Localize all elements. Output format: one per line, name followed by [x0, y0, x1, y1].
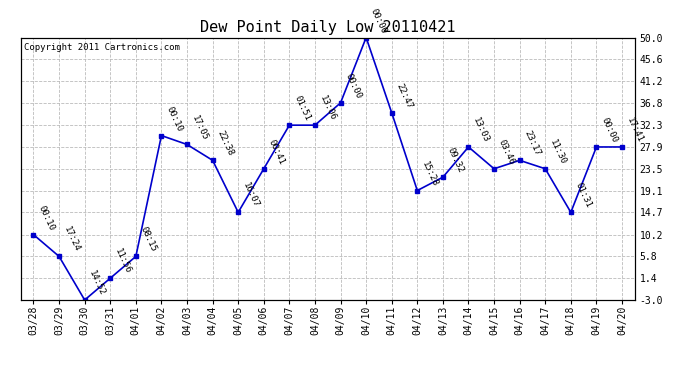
Text: 23:17: 23:17	[522, 129, 542, 158]
Text: 22:47: 22:47	[395, 82, 414, 110]
Text: 01:51: 01:51	[292, 94, 312, 122]
Text: 17:24: 17:24	[62, 225, 81, 254]
Text: 14:52: 14:52	[88, 269, 107, 297]
Title: Dew Point Daily Low 20110421: Dew Point Daily Low 20110421	[200, 20, 455, 35]
Text: 16:07: 16:07	[241, 182, 261, 210]
Text: 13:03: 13:03	[471, 116, 491, 144]
Text: 17:05: 17:05	[190, 114, 209, 142]
Text: 22:38: 22:38	[215, 129, 235, 158]
Text: 03:46: 03:46	[497, 138, 516, 166]
Text: Copyright 2011 Cartronics.com: Copyright 2011 Cartronics.com	[23, 43, 179, 52]
Text: 00:00: 00:00	[599, 116, 619, 144]
Text: 11:30: 11:30	[548, 138, 568, 166]
Text: 00:41: 00:41	[266, 138, 286, 166]
Text: 00:10: 00:10	[164, 105, 184, 133]
Text: 09:32: 09:32	[446, 146, 465, 174]
Text: 15:28: 15:28	[420, 160, 440, 188]
Text: 00:00: 00:00	[369, 6, 388, 35]
Text: 11:56: 11:56	[113, 247, 132, 275]
Text: 00:10: 00:10	[37, 204, 56, 232]
Text: 00:00: 00:00	[344, 72, 363, 100]
Text: 17:41: 17:41	[624, 116, 644, 144]
Text: 13:06: 13:06	[317, 94, 337, 122]
Text: 01:31: 01:31	[573, 182, 593, 210]
Text: 08:15: 08:15	[139, 225, 158, 254]
